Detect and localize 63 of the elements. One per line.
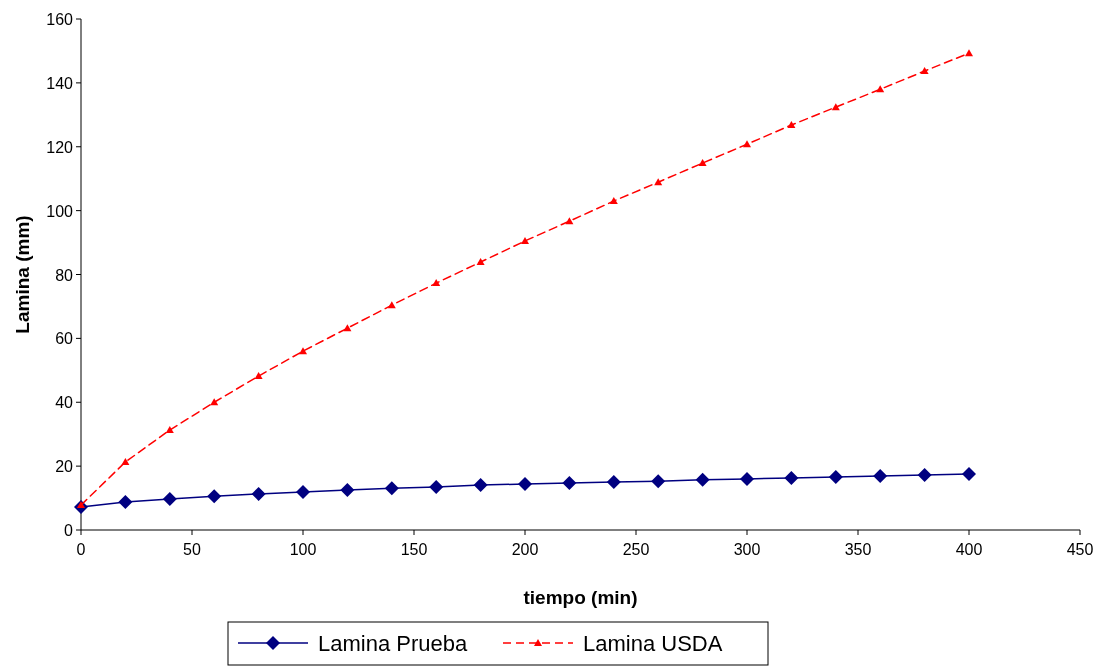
x-tick-label: 300 bbox=[733, 541, 761, 558]
x-axis-title: tiempo (min) bbox=[523, 587, 638, 608]
point bbox=[920, 67, 929, 75]
point bbox=[251, 486, 266, 501]
legend-label: Lamina USDA bbox=[583, 631, 723, 656]
point bbox=[254, 372, 263, 380]
y-tick-label: 120 bbox=[46, 138, 74, 156]
y-tick-label: 60 bbox=[55, 330, 74, 348]
y-tick-label: 20 bbox=[55, 458, 74, 476]
point bbox=[343, 324, 352, 332]
point bbox=[162, 492, 177, 507]
y-tick-label: 140 bbox=[46, 74, 74, 92]
point bbox=[654, 178, 663, 186]
x-tick-label: 400 bbox=[955, 541, 983, 558]
x-tick-label: 50 bbox=[183, 541, 201, 558]
y-tick-label: 80 bbox=[55, 266, 74, 284]
point bbox=[473, 477, 488, 492]
point bbox=[965, 49, 973, 57]
point bbox=[962, 467, 976, 482]
point bbox=[384, 481, 399, 496]
point bbox=[787, 121, 796, 129]
y-axis-title: Lamina (mm) bbox=[12, 215, 33, 334]
point bbox=[118, 494, 133, 509]
point bbox=[698, 159, 707, 167]
point bbox=[651, 474, 666, 489]
x-tick-label: 0 bbox=[76, 541, 86, 558]
point bbox=[340, 483, 355, 498]
point bbox=[210, 398, 219, 406]
point bbox=[743, 140, 751, 148]
point bbox=[562, 476, 577, 491]
point bbox=[695, 472, 710, 487]
y-tick-label: 0 bbox=[64, 522, 74, 539]
point bbox=[565, 217, 574, 225]
point bbox=[740, 471, 754, 486]
x-tick-label: 450 bbox=[1066, 541, 1094, 558]
point bbox=[165, 426, 174, 434]
point bbox=[207, 489, 222, 504]
legend-label: Lamina Prueba bbox=[318, 631, 468, 656]
y-tick-label: 100 bbox=[46, 202, 74, 220]
point bbox=[606, 475, 621, 490]
point bbox=[429, 479, 444, 494]
point bbox=[873, 469, 888, 484]
point bbox=[476, 258, 485, 266]
x-tick-label: 200 bbox=[511, 541, 539, 558]
point bbox=[387, 301, 396, 309]
point bbox=[917, 468, 932, 483]
point bbox=[831, 103, 840, 111]
point bbox=[121, 457, 130, 465]
x-tick-label: 100 bbox=[289, 541, 317, 558]
x-tick-label: 250 bbox=[622, 541, 650, 558]
point bbox=[609, 197, 618, 205]
point bbox=[299, 347, 307, 355]
point bbox=[518, 477, 532, 492]
point bbox=[432, 279, 441, 287]
x-tick-label: 350 bbox=[844, 541, 872, 558]
point bbox=[828, 469, 843, 484]
point bbox=[784, 470, 799, 485]
x-tick-label: 150 bbox=[400, 541, 428, 558]
y-tick-label: 160 bbox=[46, 11, 74, 28]
y-tick-label: 40 bbox=[55, 394, 74, 412]
point bbox=[296, 484, 310, 499]
point bbox=[876, 85, 885, 93]
point bbox=[521, 236, 529, 244]
